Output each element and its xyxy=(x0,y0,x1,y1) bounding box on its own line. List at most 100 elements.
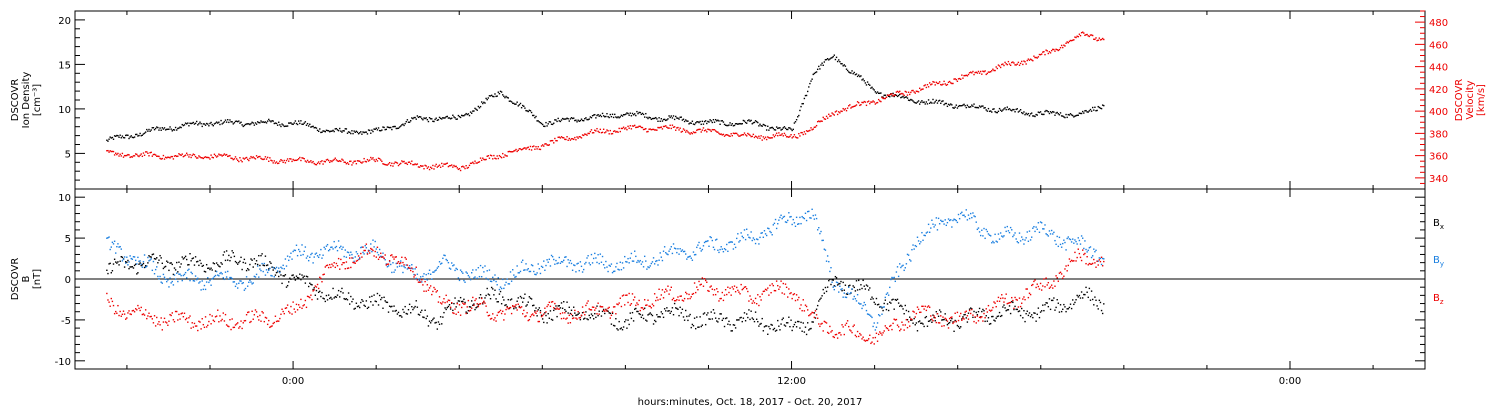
data-point xyxy=(651,314,654,317)
data-point xyxy=(332,129,334,132)
data-point xyxy=(772,328,775,331)
data-point xyxy=(609,317,612,319)
data-point xyxy=(843,109,845,111)
data-point xyxy=(707,120,709,123)
data-point xyxy=(586,302,588,304)
data-point xyxy=(965,317,967,319)
data-point xyxy=(1063,44,1065,46)
data-point xyxy=(421,281,423,283)
data-point xyxy=(855,335,858,338)
data-point xyxy=(637,126,639,128)
data-point xyxy=(770,127,772,129)
data-point xyxy=(697,121,699,123)
data-point xyxy=(502,152,504,155)
data-point xyxy=(743,229,746,231)
data-point xyxy=(281,308,283,310)
data-point xyxy=(495,298,497,300)
data-point xyxy=(1078,33,1081,35)
data-point xyxy=(648,128,650,130)
data-point xyxy=(922,239,924,241)
data-point xyxy=(506,306,508,309)
data-point xyxy=(208,125,210,127)
data-point xyxy=(301,274,303,276)
data-point xyxy=(999,232,1002,234)
data-point xyxy=(320,248,322,251)
data-point xyxy=(966,75,969,77)
data-point xyxy=(517,272,519,274)
data-point xyxy=(804,326,807,328)
data-point xyxy=(138,134,140,137)
data-point xyxy=(653,263,656,265)
data-point xyxy=(435,269,437,271)
data-point xyxy=(863,80,865,82)
data-point xyxy=(264,316,267,319)
data-point xyxy=(895,271,898,273)
data-point xyxy=(265,122,268,124)
data-point xyxy=(574,309,576,312)
data-point xyxy=(543,125,545,128)
data-point xyxy=(413,273,415,276)
data-point xyxy=(1044,53,1046,56)
data-point xyxy=(190,271,192,274)
data-point xyxy=(166,260,168,262)
data-point xyxy=(1004,297,1006,300)
data-point xyxy=(688,315,690,317)
data-point xyxy=(1013,108,1015,111)
data-point xyxy=(1003,235,1005,237)
data-point xyxy=(360,161,362,164)
data-point xyxy=(870,298,872,300)
data-point xyxy=(687,256,689,258)
data-point xyxy=(801,330,803,332)
data-point xyxy=(498,311,501,313)
data-point xyxy=(1072,260,1074,262)
data-point xyxy=(841,288,843,290)
data-point xyxy=(356,160,359,162)
data-point xyxy=(172,284,175,286)
data-point xyxy=(193,264,196,266)
data-point xyxy=(585,133,587,136)
data-point xyxy=(351,164,353,166)
data-point xyxy=(279,317,281,320)
data-point xyxy=(289,312,291,314)
data-point xyxy=(178,127,180,129)
data-point xyxy=(584,317,586,320)
data-point xyxy=(779,134,781,137)
data-point xyxy=(523,269,525,271)
data-point xyxy=(953,321,955,323)
data-point xyxy=(333,262,335,264)
data-point xyxy=(1086,251,1088,253)
data-point xyxy=(336,160,339,162)
data-point xyxy=(324,130,327,133)
data-point xyxy=(976,313,979,316)
data-point xyxy=(137,135,139,137)
data-point xyxy=(586,134,588,136)
data-point xyxy=(457,277,460,279)
data-point xyxy=(180,154,182,156)
data-point xyxy=(332,265,334,267)
data-point xyxy=(285,125,288,127)
data-point xyxy=(901,305,903,308)
data-point xyxy=(835,56,838,59)
data-point xyxy=(207,123,209,125)
data-point xyxy=(635,304,637,307)
data-point xyxy=(492,313,494,315)
data-point xyxy=(364,305,366,308)
data-point xyxy=(1033,312,1035,314)
data-point xyxy=(699,128,701,131)
data-point xyxy=(451,117,453,119)
data-point xyxy=(288,310,290,313)
data-point xyxy=(197,329,199,332)
data-point xyxy=(344,298,346,301)
data-point xyxy=(425,117,427,119)
data-point xyxy=(671,124,674,126)
data-point xyxy=(482,302,484,304)
data-point xyxy=(994,233,996,236)
data-point xyxy=(553,142,555,144)
data-point xyxy=(248,159,250,162)
data-point xyxy=(638,299,640,302)
y-tick-label: 0 xyxy=(65,275,71,286)
data-point xyxy=(881,96,883,99)
data-point xyxy=(626,294,628,296)
data-point xyxy=(370,301,372,303)
data-point xyxy=(531,304,534,307)
